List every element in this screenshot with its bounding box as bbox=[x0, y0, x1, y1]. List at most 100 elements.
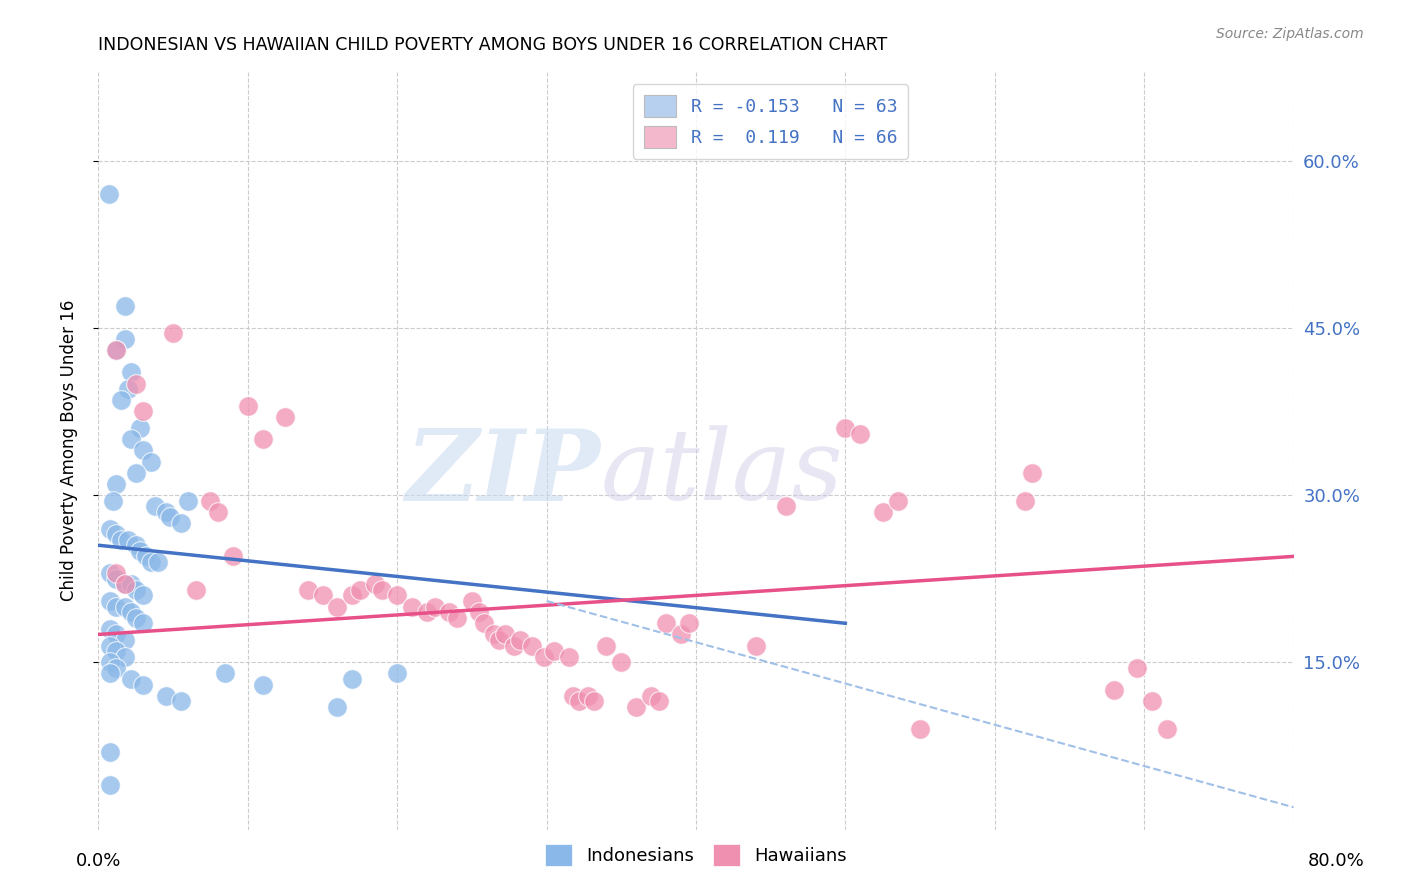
Point bbox=[364, 577, 387, 591]
Point bbox=[849, 426, 872, 441]
Point bbox=[416, 605, 439, 619]
Point bbox=[105, 661, 128, 675]
Point bbox=[184, 582, 207, 597]
Point bbox=[105, 566, 128, 581]
Point bbox=[98, 639, 122, 653]
Point bbox=[595, 639, 617, 653]
Point bbox=[155, 689, 177, 703]
Point bbox=[114, 577, 136, 591]
Point bbox=[120, 366, 142, 380]
Point bbox=[222, 549, 245, 564]
Point bbox=[252, 678, 274, 692]
Point bbox=[117, 382, 139, 396]
Point bbox=[342, 589, 364, 603]
Point bbox=[114, 299, 136, 313]
Point bbox=[98, 594, 122, 608]
Point bbox=[155, 505, 177, 519]
Point bbox=[626, 699, 648, 714]
Legend: Indonesians, Hawaiians: Indonesians, Hawaiians bbox=[538, 837, 853, 873]
Point bbox=[568, 694, 591, 708]
Point bbox=[214, 666, 236, 681]
Point bbox=[125, 538, 148, 552]
Point bbox=[105, 343, 128, 358]
Y-axis label: Child Poverty Among Boys Under 16: Child Poverty Among Boys Under 16 bbox=[59, 300, 77, 601]
Point bbox=[120, 605, 142, 619]
Point bbox=[129, 421, 152, 435]
Point bbox=[494, 627, 516, 641]
Point bbox=[401, 599, 423, 614]
Point bbox=[669, 627, 692, 641]
Point bbox=[110, 533, 132, 547]
Point bbox=[236, 399, 259, 413]
Point bbox=[135, 549, 157, 564]
Point bbox=[114, 633, 136, 648]
Point bbox=[385, 589, 409, 603]
Point bbox=[129, 544, 152, 558]
Point bbox=[1104, 683, 1126, 698]
Point bbox=[139, 555, 162, 569]
Point bbox=[159, 510, 181, 524]
Point bbox=[132, 678, 155, 692]
Point bbox=[98, 778, 122, 792]
Point bbox=[139, 455, 162, 469]
Text: INDONESIAN VS HAWAIIAN CHILD POVERTY AMONG BOYS UNDER 16 CORRELATION CHART: INDONESIAN VS HAWAIIAN CHILD POVERTY AMO… bbox=[98, 36, 887, 54]
Text: 80.0%: 80.0% bbox=[1308, 852, 1364, 870]
Point bbox=[297, 582, 319, 597]
Point bbox=[423, 599, 446, 614]
Point bbox=[169, 516, 191, 530]
Point bbox=[114, 599, 136, 614]
Point bbox=[385, 666, 409, 681]
Point bbox=[472, 616, 495, 631]
Point bbox=[834, 421, 856, 435]
Point bbox=[117, 533, 139, 547]
Point bbox=[439, 605, 461, 619]
Point bbox=[872, 505, 894, 519]
Point bbox=[655, 616, 678, 631]
Point bbox=[488, 633, 510, 648]
Point bbox=[114, 649, 136, 664]
Point bbox=[162, 326, 184, 341]
Point bbox=[274, 410, 297, 425]
Point bbox=[143, 500, 166, 514]
Point bbox=[120, 672, 142, 686]
Point bbox=[98, 655, 122, 669]
Point bbox=[583, 694, 606, 708]
Point bbox=[105, 599, 128, 614]
Point bbox=[200, 493, 222, 508]
Point bbox=[132, 616, 155, 631]
Point bbox=[114, 332, 136, 346]
Point bbox=[98, 666, 122, 681]
Point bbox=[908, 723, 931, 737]
Point bbox=[484, 627, 506, 641]
Point bbox=[103, 493, 125, 508]
Point bbox=[1343, 560, 1365, 574]
Point bbox=[446, 611, 468, 625]
Point bbox=[1125, 661, 1147, 675]
Point bbox=[678, 616, 700, 631]
Point bbox=[169, 694, 191, 708]
Point bbox=[775, 500, 797, 514]
Point bbox=[349, 582, 371, 597]
Point bbox=[1021, 466, 1043, 480]
Point bbox=[120, 577, 142, 591]
Point bbox=[105, 527, 128, 541]
Point bbox=[110, 393, 132, 408]
Point bbox=[562, 689, 585, 703]
Point bbox=[520, 639, 543, 653]
Point bbox=[502, 639, 524, 653]
Point bbox=[342, 672, 364, 686]
Point bbox=[1140, 694, 1163, 708]
Point bbox=[125, 611, 148, 625]
Point bbox=[558, 649, 581, 664]
Point bbox=[252, 433, 274, 447]
Text: atlas: atlas bbox=[600, 425, 844, 521]
Point bbox=[647, 694, 669, 708]
Point bbox=[98, 622, 122, 636]
Point bbox=[610, 655, 633, 669]
Point bbox=[132, 589, 155, 603]
Point bbox=[326, 599, 349, 614]
Point bbox=[640, 689, 662, 703]
Point bbox=[98, 566, 122, 581]
Point bbox=[468, 605, 491, 619]
Point bbox=[97, 187, 120, 202]
